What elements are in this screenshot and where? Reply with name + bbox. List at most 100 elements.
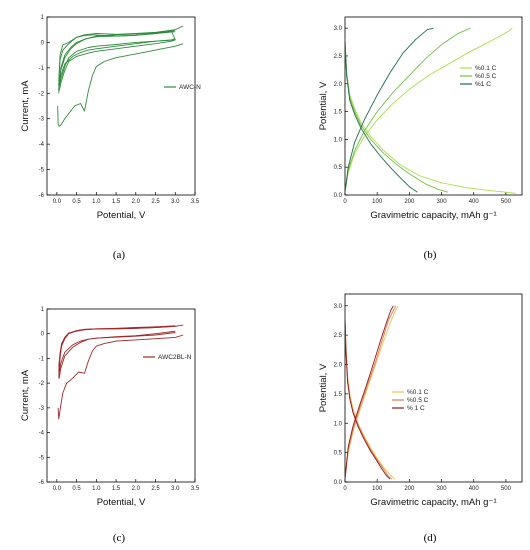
legend-label: %0.1 C (475, 65, 497, 72)
series-line-c-0-0 (57, 334, 184, 420)
legend-label: AWC-N (179, 84, 201, 91)
y-tick-label: 3.0 (334, 26, 343, 32)
x-tick-label: 1.5 (112, 199, 121, 205)
x-tick-label: 0.5 (72, 199, 81, 205)
series-line-a-0-6 (58, 29, 176, 89)
x-tick-label: 1.5 (112, 486, 121, 492)
chart-b: 0 100 200 300 400 500 0.0 0.5 1.0 1.5 2.0 2.5 3.0 Gra… (318, 16, 523, 261)
plot-frame (46, 308, 196, 483)
x-tick-label: 100 (372, 486, 383, 492)
series-line-a-0-3 (58, 39, 176, 94)
series-line-b-2-1 (345, 27, 434, 193)
x-axis-title: Potential, V (97, 210, 146, 221)
x-tick-label: 200 (404, 486, 415, 492)
series-line-c-0-1 (58, 330, 176, 379)
y-tick-label: -6 (39, 480, 45, 486)
legend-label: AWC2BL-N (158, 354, 192, 361)
y-tick-label: 2.0 (334, 82, 343, 88)
y-tick-label: 2.5 (334, 333, 343, 339)
series-line-a-0-7 (58, 30, 176, 86)
plot-frame (344, 293, 523, 483)
series-line-d-2-1 (345, 305, 394, 480)
y-axis-title: Potential, V (318, 81, 329, 130)
legend-label: %1 C (475, 81, 491, 88)
y-axis-title: Current, mA (20, 369, 31, 421)
panel-caption: (d) (424, 532, 437, 544)
x-tick-label: 0 (343, 199, 347, 205)
x-tick-label: 0.0 (53, 199, 62, 205)
x-tick-label: 3.0 (171, 486, 180, 492)
y-tick-label: 0.0 (334, 193, 343, 199)
y-tick-label: -1 (39, 356, 45, 362)
x-tick-label: 2.0 (132, 199, 141, 205)
y-tick-label: -4 (39, 142, 45, 148)
y-tick-label: 2.0 (334, 363, 343, 369)
panel-caption: (b) (424, 249, 437, 261)
series-line-b-2-0 (345, 39, 418, 193)
y-tick-label: -2 (39, 381, 45, 387)
y-tick-label: 0 (41, 40, 45, 46)
plot-frame (344, 16, 523, 196)
x-tick-label: 2.0 (132, 486, 141, 492)
y-tick-label: 1.5 (334, 392, 343, 398)
legend-label: %0.5 C (407, 397, 429, 404)
series-line-d-0-1 (345, 305, 399, 480)
x-tick-label: 1.0 (92, 199, 101, 205)
y-tick-label: -1 (39, 66, 45, 72)
x-tick-label: 500 (501, 199, 512, 205)
y-tick-label: 2.5 (334, 54, 343, 60)
x-tick-label: 0.0 (53, 486, 62, 492)
y-tick-label: -2 (39, 91, 45, 97)
x-axis-title: Potential, V (97, 497, 146, 508)
legend-label: %0.5 C (475, 73, 497, 80)
panel-caption: (a) (113, 249, 126, 261)
series-line-b-1-1 (345, 27, 471, 193)
chart-d: 0 100 200 300 400 500 0.0 0.5 1.0 1.5 2.0 2.5 3.0 Gra… (318, 293, 523, 544)
y-tick-label: 0.5 (334, 451, 343, 457)
series-line-d-0-0 (345, 317, 396, 480)
y-tick-label: 1 (41, 307, 45, 313)
y-tick-label: 0.5 (334, 165, 343, 171)
x-tick-label: 200 (404, 199, 415, 205)
x-tick-label: 3.5 (191, 199, 200, 205)
series-line-b-0-1 (345, 27, 513, 193)
x-axis-title: Gravimetric capacity, mAh g⁻¹ (370, 210, 496, 221)
x-tick-label: 300 (437, 199, 448, 205)
x-tick-label: 0 (343, 486, 347, 492)
y-tick-label: 0.0 (334, 480, 343, 486)
x-tick-label: 3.5 (191, 486, 200, 492)
y-tick-label: -3 (39, 117, 45, 123)
series-line-c-0-2 (58, 332, 176, 372)
x-tick-label: 0.5 (72, 486, 81, 492)
y-tick-label: 1.0 (334, 137, 343, 143)
series-line-a-0-0 (57, 43, 184, 127)
legend-label: % 1 C (407, 405, 425, 412)
series-line-a-0-1 (58, 38, 176, 87)
y-tick-label: 1.5 (334, 110, 343, 116)
x-tick-label: 100 (372, 199, 383, 205)
series-line-a-0-2 (58, 39, 176, 91)
x-tick-label: 400 (469, 199, 480, 205)
y-tick-label: 1 (41, 15, 45, 21)
x-tick-label: 500 (501, 486, 512, 492)
x-tick-label: 2.5 (151, 199, 160, 205)
y-tick-label: -5 (39, 455, 45, 461)
y-tick-label: -4 (39, 431, 45, 437)
x-tick-label: 400 (469, 486, 480, 492)
y-axis-title: Potential, V (318, 363, 329, 412)
y-tick-label: -5 (39, 168, 45, 174)
series-line-c-0-5 (58, 325, 176, 371)
y-tick-label: -3 (39, 406, 45, 412)
x-tick-label: 3.0 (171, 199, 180, 205)
series-line-b-0-0 (345, 39, 516, 194)
x-tick-label: 1.0 (92, 486, 101, 492)
plot-frame (46, 16, 196, 196)
chart-a: 0.0 0.5 1.0 1.5 2.0 2.5 3.0 3.5 1 0 -1 -2 -3 -4 -5 -6 Po… (20, 15, 201, 261)
series-line-a-0-5 (58, 25, 184, 81)
series-line-d-1-1 (345, 305, 397, 480)
series-line-d-1-0 (345, 317, 393, 480)
y-tick-label: -6 (39, 193, 45, 199)
legend-label: %0.1 C (407, 389, 429, 396)
y-tick-label: 1.0 (334, 421, 343, 427)
y-axis-title: Current, mA (20, 80, 31, 132)
